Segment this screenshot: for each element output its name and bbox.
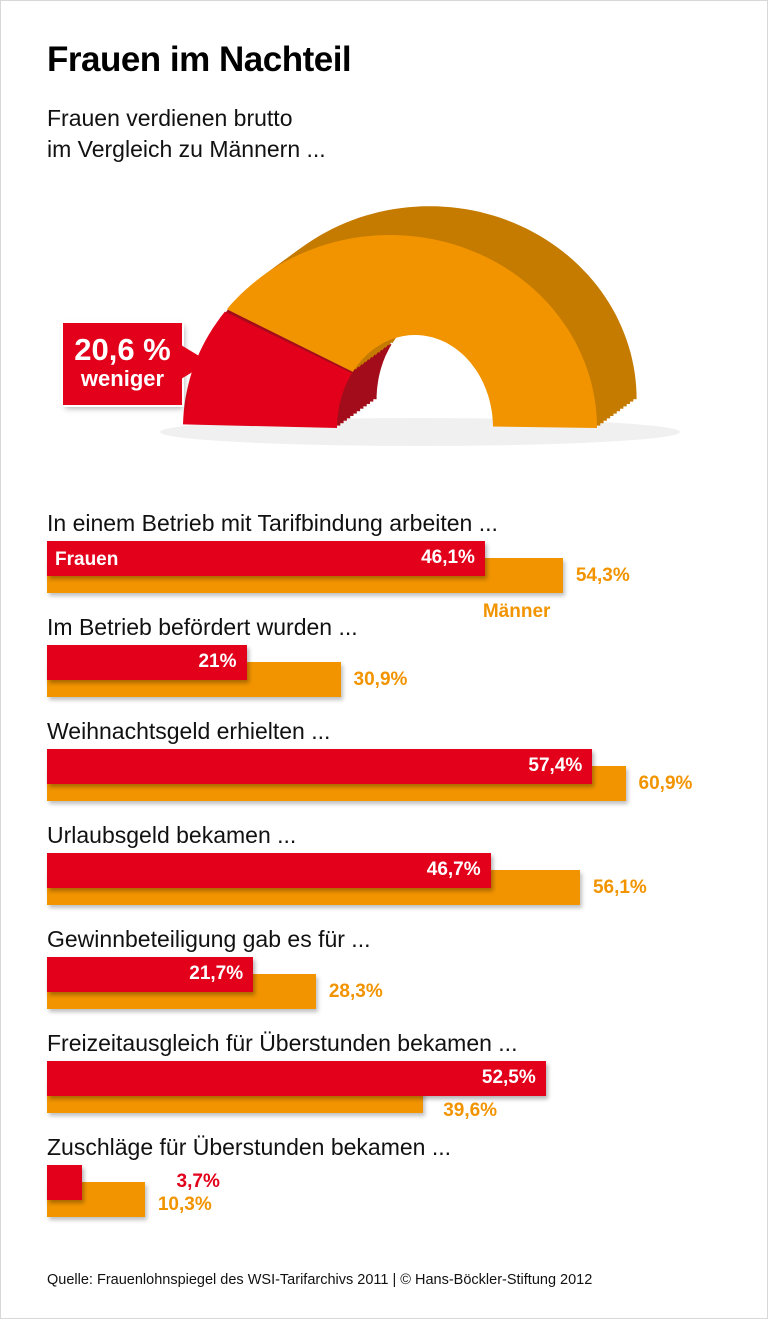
subtitle-line: im Vergleich zu Männern ...	[47, 136, 326, 162]
bar-frauen	[47, 541, 485, 576]
bar-frauen	[47, 645, 247, 680]
bar-group: Gewinnbeteiligung gab es für ... 21,7% 28,…	[0, 926, 768, 1030]
value-label-frauen: 57,4%	[528, 755, 583, 776]
pay-gap-callout: 20,6 % weniger	[63, 323, 209, 405]
chart-subtitle: Frauen verdienen brutto im Vergleich zu …	[47, 103, 326, 165]
category-label: In einem Betrieb mit Tarifbindung arbeit…	[47, 510, 498, 536]
pay-gap-arch	[160, 206, 680, 446]
value-label-maenner: 30,9%	[353, 669, 408, 690]
bar-group: Im Betrieb befördert wurden ... 21% 30,9%	[0, 614, 768, 718]
value-label-maenner: 56,1%	[592, 877, 647, 898]
value-label-maenner: 60,9%	[638, 773, 693, 794]
category-label: Zuschläge für Überstunden bekamen ...	[47, 1134, 452, 1160]
value-label-frauen: 46,1%	[421, 547, 475, 568]
bar-frauen	[47, 749, 593, 784]
category-label: Im Betrieb befördert wurden ...	[47, 614, 358, 640]
value-label-maenner: 10,3%	[157, 1194, 212, 1215]
bar-frauen	[47, 957, 254, 992]
value-label-frauen: 3,7%	[176, 1171, 220, 1192]
arch-segment-frauen	[183, 311, 352, 428]
value-label-maenner: 54,3%	[575, 565, 630, 586]
category-label: Urlaubsgeld bekamen ...	[47, 822, 297, 848]
bar-frauen	[47, 1165, 83, 1200]
value-label-frauen: 21%	[198, 651, 237, 672]
value-label-frauen: 21,7%	[189, 963, 244, 984]
value-label-frauen: 52,5%	[481, 1067, 536, 1088]
pay-gap-value: 20,6 %	[74, 332, 171, 367]
bar-group: Zuschläge für Überstunden bekamen ... 3,7…	[0, 1134, 768, 1238]
subtitle-line: Frauen verdienen brutto	[47, 105, 293, 131]
pay-gap-text: weniger	[80, 366, 165, 391]
bar-group: Weihnachtsgeld erhielten ... 57,4% 60,9%	[0, 718, 768, 822]
bar-group: In einem Betrieb mit Tarifbindung arbeit…	[0, 510, 768, 622]
legend-frauen: Frauen	[55, 549, 119, 570]
arch-segment-maenner	[226, 235, 597, 428]
legend-maenner: Männer	[482, 601, 551, 622]
category-label: Gewinnbeteiligung gab es für ...	[47, 926, 371, 952]
source-note: Quelle: Frauenlohnspiegel des WSI-Tarifa…	[47, 1272, 593, 1288]
value-label-maenner: 28,3%	[328, 981, 383, 1002]
category-label: Freizeitausgleich für Überstunden bekame…	[47, 1030, 518, 1056]
category-label: Weihnachtsgeld erhielten ...	[47, 718, 331, 744]
bar-frauen	[47, 853, 491, 888]
bar-frauen	[47, 1061, 546, 1096]
chart-title: Frauen im Nachteil	[47, 40, 352, 79]
value-label-frauen: 46,7%	[426, 859, 481, 880]
bar-group: Urlaubsgeld bekamen ... 46,7% 56,1%	[0, 822, 768, 926]
value-label-maenner: 39,6%	[443, 1100, 498, 1121]
bar-group: Freizeitausgleich für Überstunden bekame…	[0, 1030, 768, 1134]
